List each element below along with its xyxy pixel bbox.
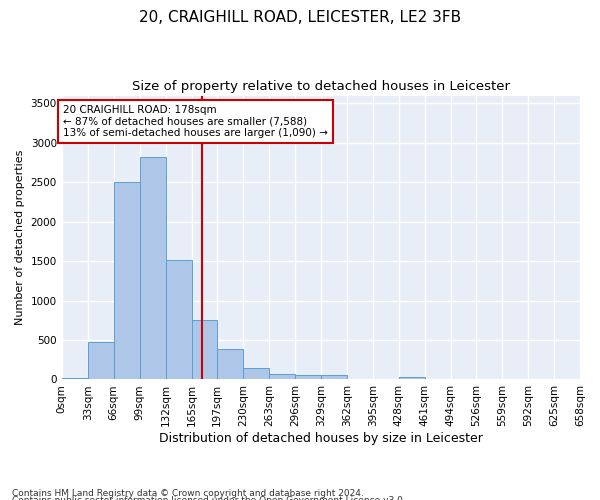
Text: 20, CRAIGHILL ROAD, LEICESTER, LE2 3FB: 20, CRAIGHILL ROAD, LEICESTER, LE2 3FB	[139, 10, 461, 25]
Bar	[62, 378, 88, 380]
Bar	[295, 375, 321, 380]
X-axis label: Distribution of detached houses by size in Leicester: Distribution of detached houses by size …	[159, 432, 483, 445]
Text: Contains HM Land Registry data © Crown copyright and database right 2024.: Contains HM Land Registry data © Crown c…	[12, 488, 364, 498]
Text: 20 CRAIGHILL ROAD: 178sqm
← 87% of detached houses are smaller (7,588)
13% of se: 20 CRAIGHILL ROAD: 178sqm ← 87% of detac…	[63, 105, 328, 138]
Bar	[191, 320, 217, 380]
Y-axis label: Number of detached properties: Number of detached properties	[15, 150, 25, 325]
Title: Size of property relative to detached houses in Leicester: Size of property relative to detached ho…	[132, 80, 510, 93]
Bar	[166, 260, 191, 380]
Bar	[321, 375, 347, 380]
Bar	[140, 157, 166, 380]
Bar	[217, 348, 243, 380]
Bar	[113, 182, 140, 380]
Bar	[243, 368, 269, 380]
Bar	[88, 342, 113, 380]
Bar	[399, 377, 425, 380]
Text: Contains public sector information licensed under the Open Government Licence v3: Contains public sector information licen…	[12, 496, 406, 500]
Bar	[269, 374, 295, 380]
